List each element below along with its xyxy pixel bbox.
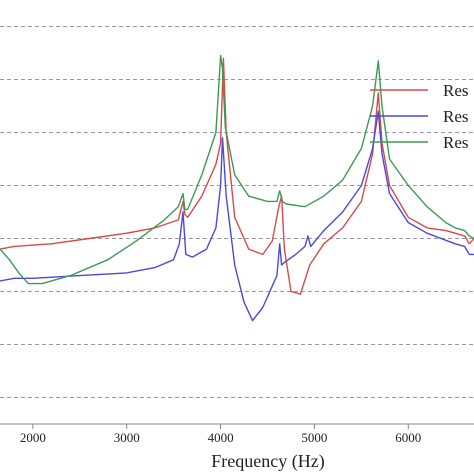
x-tick-label: 3000 — [114, 430, 140, 445]
series-line-1 — [0, 57, 474, 295]
series-line-3 — [0, 54, 474, 285]
gridlines — [0, 26, 474, 398]
series-lines — [0, 54, 474, 322]
legend: Res Res Res — [370, 81, 469, 152]
x-tick-label: 4000 — [208, 430, 234, 445]
x-axis-title: Frequency (Hz) — [211, 451, 324, 472]
legend-label-2: Res — [443, 107, 469, 126]
x-axis-ticks: 2000 3000 4000 5000 6000 — [20, 424, 421, 445]
x-tick-label: 6000 — [395, 430, 421, 445]
x-tick-label: 5000 — [301, 430, 327, 445]
legend-label-3: Res — [443, 133, 469, 152]
x-tick-label: 2000 — [20, 430, 46, 445]
legend-label-1: Res — [443, 81, 469, 100]
series-line-2 — [0, 110, 474, 322]
